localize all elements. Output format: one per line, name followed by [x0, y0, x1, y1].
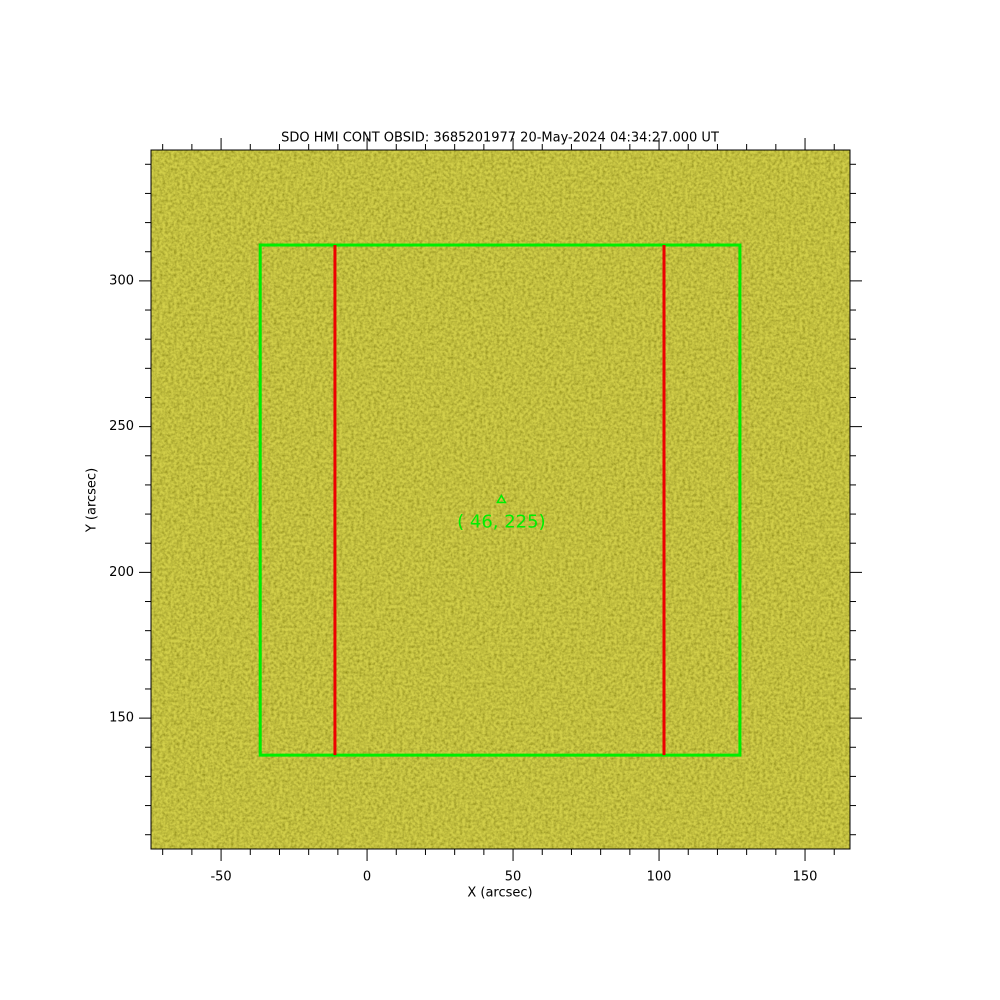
field-of-view-box	[258, 243, 742, 757]
image-layer	[151, 150, 850, 849]
center-marker	[496, 493, 507, 504]
x-tick-label: 100	[647, 870, 672, 885]
x-tick-label: 0	[363, 870, 371, 885]
y-tick-label: 200	[109, 565, 134, 580]
y-tick-label: 250	[109, 419, 134, 434]
x-tick-label: -50	[210, 870, 231, 885]
y-tick-label: 150	[109, 711, 134, 726]
x-axis-label: X (arcsec)	[467, 886, 532, 901]
y-tick-label: 300	[109, 273, 134, 288]
x-tick-label: 150	[793, 870, 818, 885]
plot-frame	[150, 149, 851, 850]
center-label: ( 46, 225)	[457, 512, 545, 533]
solar-image	[151, 150, 850, 849]
chart-title: SDO HMI CONT OBSID: 3685201977 20-May-20…	[281, 131, 719, 146]
x-tick-label: 50	[505, 870, 522, 885]
y-axis-label: Y (arcsec)	[85, 468, 100, 533]
